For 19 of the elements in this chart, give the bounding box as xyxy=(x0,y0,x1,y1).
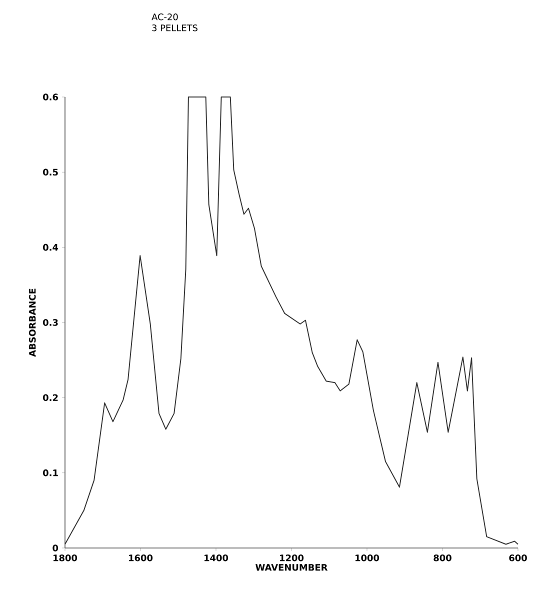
x-tick-label: 1200 xyxy=(280,554,304,562)
x-tick-label: 1800 xyxy=(54,554,78,562)
chart-subtitle: 3 PELLETS xyxy=(152,24,198,32)
chart-title: AC-20 xyxy=(152,14,178,20)
x-tick-label: 800 xyxy=(434,554,452,562)
x-tick-label: 1600 xyxy=(129,554,153,562)
x-tick-label: 600 xyxy=(509,554,527,562)
y-axis-title: ABSORBANCE xyxy=(28,288,36,357)
y-tick-label: 0.5 xyxy=(43,168,58,176)
y-tick-label: 0.6 xyxy=(43,94,58,100)
x-tick-label: 1400 xyxy=(204,554,228,562)
x-axis-title: WAVENUMBER xyxy=(256,564,328,571)
y-tick-label: 0.2 xyxy=(43,394,58,402)
y-tick-label: 0.3 xyxy=(43,319,58,326)
y-tick-label: 0.4 xyxy=(43,244,58,251)
y-tick-label: 0.1 xyxy=(43,469,58,476)
x-tick-label: 1000 xyxy=(356,554,380,562)
line-series xyxy=(64,96,518,545)
y-tick-label: 0 xyxy=(52,544,58,552)
